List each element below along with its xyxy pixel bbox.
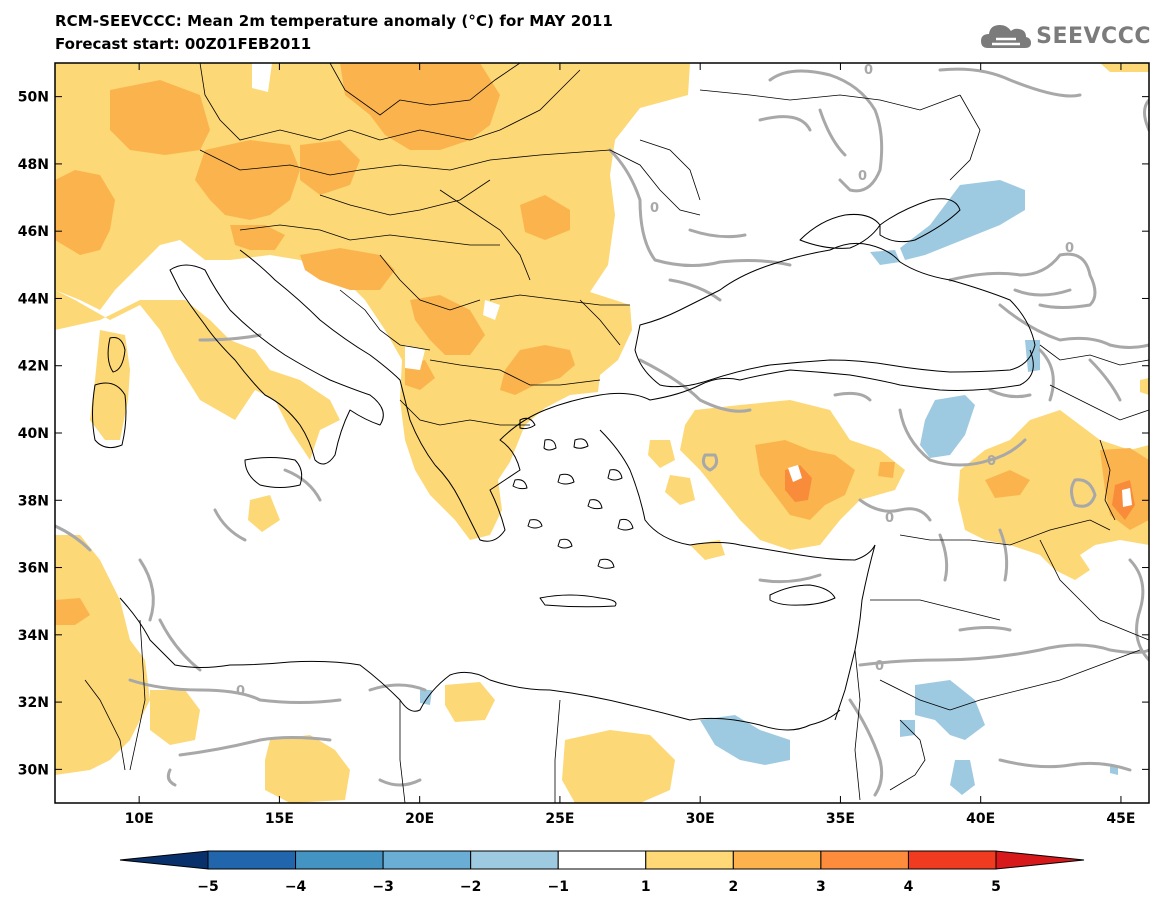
contour-label: 0 <box>987 454 996 469</box>
colorbar-segment <box>557 850 647 870</box>
lon-tick-label: 10E <box>125 811 154 827</box>
lat-tick-label: 42N <box>18 359 49 375</box>
lat-tick-label: 32N <box>18 695 49 711</box>
colorbar-low-arrow <box>119 850 209 870</box>
longitude-axis: 10E 15E 20E 25E 30E 35E 40E 45E <box>125 63 1135 827</box>
contour-label: 0 <box>650 201 659 216</box>
colorbar-label: −3 <box>372 879 393 895</box>
colorbar-segment <box>207 850 297 870</box>
lon-tick-label: 40E <box>966 811 995 827</box>
logo-text: SEEVCCC <box>1036 23 1151 49</box>
lon-tick-label: 30E <box>686 811 715 827</box>
colorbar-segment <box>732 850 822 870</box>
contour-label: 0 <box>1065 241 1074 256</box>
colorbar-label: −4 <box>285 879 307 895</box>
coastlines <box>92 198 1036 731</box>
colorbar-label: 4 <box>904 879 914 895</box>
colorbar-segment <box>382 850 472 870</box>
map-subtitle: Forecast start: 00Z01FEB2011 <box>55 35 312 53</box>
colorbar-label: −5 <box>197 879 218 895</box>
lat-tick-label: 46N <box>18 224 49 240</box>
colorbar-segment <box>820 850 909 870</box>
colorbar-segment <box>470 850 559 870</box>
colorbar-label: 5 <box>991 879 1001 895</box>
contour-label: 0 <box>236 684 245 699</box>
colorbar-high-arrow <box>995 850 1085 870</box>
plot-area: 0 0 0 0 0 0 0 0 <box>55 63 1149 803</box>
anomaly-2-3-fill <box>55 63 1149 625</box>
zero-contours <box>55 67 1149 797</box>
lat-tick-label: 36N <box>18 561 49 577</box>
lon-tick-label: 35E <box>826 811 855 827</box>
lat-tick-label: 38N <box>18 493 49 509</box>
colorbar-segment <box>295 850 384 870</box>
colorbar: −5 −4 −3 −2 −1 1 2 3 4 5 <box>119 850 1085 895</box>
contour-label: 0 <box>885 511 894 526</box>
lat-tick-label: 40N <box>18 426 49 442</box>
lon-tick-label: 15E <box>265 811 294 827</box>
colorbar-label: 1 <box>641 879 651 895</box>
colorbar-segment <box>645 850 734 870</box>
colorbar-label: −2 <box>460 879 481 895</box>
lat-tick-label: 44N <box>18 291 49 307</box>
lat-tick-label: 30N <box>18 762 49 778</box>
country-borders <box>84 63 1149 803</box>
lat-tick-label: 48N <box>18 157 49 173</box>
cloud-icon <box>981 25 1032 48</box>
contour-label: 0 <box>875 659 884 674</box>
contour-label: 0 <box>858 169 867 184</box>
contour-label: 0 <box>864 63 873 78</box>
latitude-axis: 30N 32N 34N 36N 38N 40N 42N 44N 46N 48N 50N <box>18 90 1149 778</box>
colorbar-label: 3 <box>816 879 826 895</box>
colorbar-label: 2 <box>728 879 738 895</box>
contour-labels: 0 0 0 0 0 0 0 0 <box>236 63 1074 699</box>
lon-tick-label: 45E <box>1106 811 1135 827</box>
lat-tick-label: 34N <box>18 628 49 644</box>
lon-tick-label: 25E <box>545 811 574 827</box>
lon-tick-label: 20E <box>405 811 434 827</box>
colorbar-segment <box>907 850 997 870</box>
anomaly-neutral-holes <box>252 63 1132 507</box>
seevccc-logo: SEEVCCC <box>980 20 1151 52</box>
map-title: RCM-SEEVCCC: Mean 2m temperature anomaly… <box>55 12 613 30</box>
colorbar-label: −1 <box>547 879 568 895</box>
lat-tick-label: 50N <box>18 90 49 106</box>
